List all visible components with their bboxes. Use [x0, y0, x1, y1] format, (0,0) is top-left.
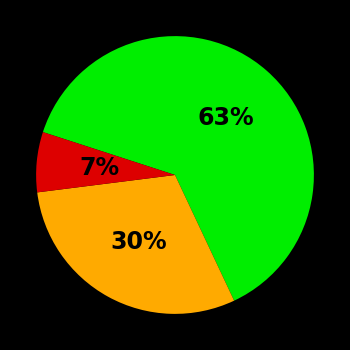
- Text: 7%: 7%: [79, 156, 119, 180]
- Text: 63%: 63%: [197, 106, 254, 130]
- Wedge shape: [36, 132, 175, 192]
- Wedge shape: [43, 36, 314, 301]
- Wedge shape: [37, 175, 234, 314]
- Text: 30%: 30%: [110, 230, 167, 254]
